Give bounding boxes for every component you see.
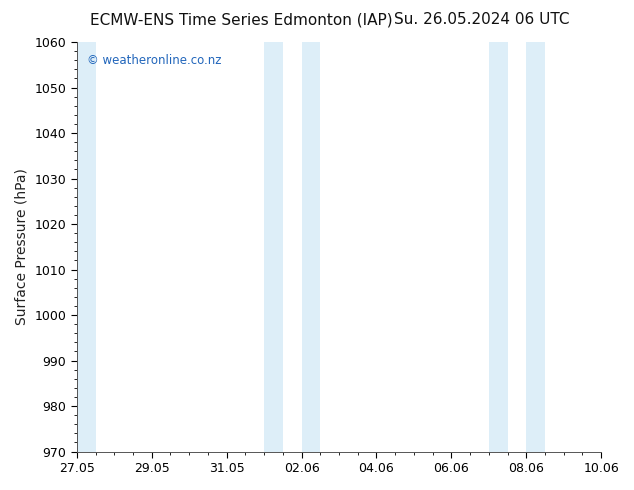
Text: © weatheronline.co.nz: © weatheronline.co.nz (87, 54, 222, 67)
Bar (489, 42, 507, 452)
Bar (77, 42, 96, 452)
Bar (526, 42, 545, 452)
Y-axis label: Surface Pressure (hPa): Surface Pressure (hPa) (15, 169, 29, 325)
Bar (302, 42, 320, 452)
Bar (264, 42, 283, 452)
Text: ECMW-ENS Time Series Edmonton (IAP): ECMW-ENS Time Series Edmonton (IAP) (89, 12, 392, 27)
Text: Su. 26.05.2024 06 UTC: Su. 26.05.2024 06 UTC (394, 12, 569, 27)
